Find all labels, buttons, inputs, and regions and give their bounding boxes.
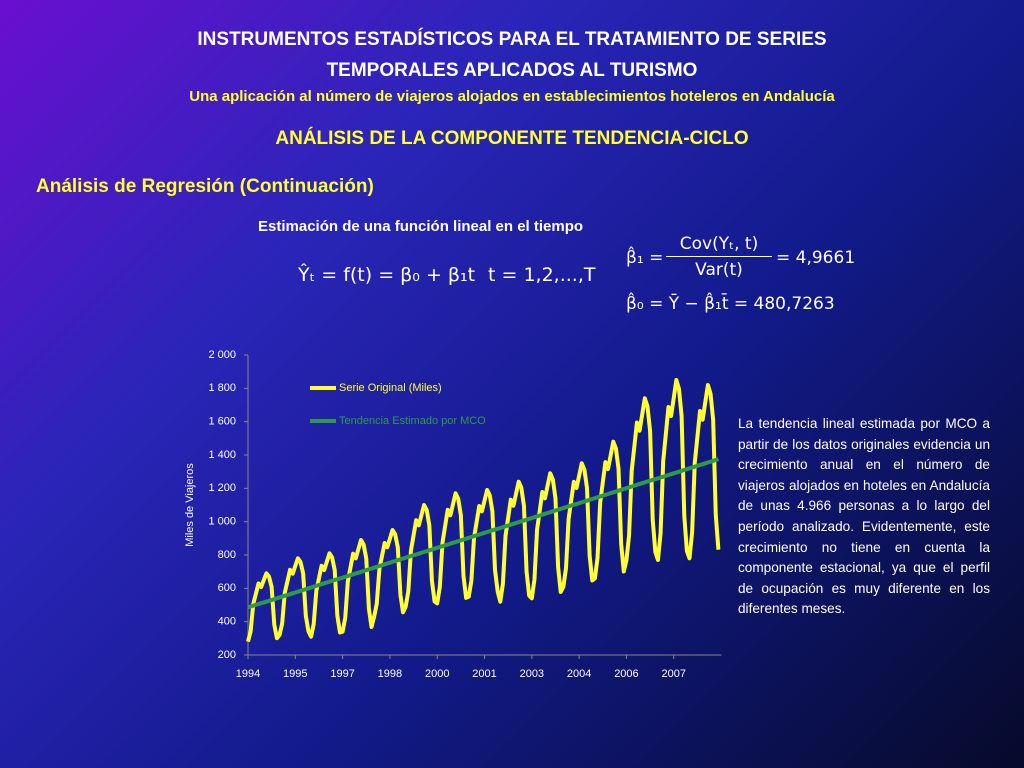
subsection-heading: Análisis de Regresión (Continuación): [36, 176, 374, 197]
x-tick-label: 1995: [283, 668, 307, 680]
title-line: INSTRUMENTOS ESTADÍSTICOS PARA EL TRATAM…: [197, 29, 827, 50]
x-tick-label: 2006: [614, 668, 638, 680]
y-tick-label: 1 800: [208, 382, 236, 394]
formula: = 4,9661: [776, 248, 856, 268]
y-tick-label: 1 400: [208, 449, 236, 461]
x-tick-label: 1997: [330, 668, 354, 680]
y-tick-label: 800: [218, 549, 236, 561]
formula: β̂₀ = Ȳ − β̂₁t̄ = 480,7263: [626, 294, 835, 314]
legend-label: Serie Original (Miles): [339, 382, 442, 394]
x-tick-label: 2003: [520, 668, 544, 680]
y-tick-label: 1 000: [208, 516, 236, 528]
subtitle: Una aplicación al número de viajeros alo…: [189, 88, 835, 105]
formula: β̂₁ =: [626, 248, 664, 268]
series-line: [246, 378, 721, 643]
paragraph: La tendencia lineal estimada por MCO a p…: [738, 416, 990, 617]
x-tick-label: 2007: [661, 668, 685, 680]
legend-label: Tendencia Estimado por MCO: [339, 415, 486, 427]
caption: Estimación de una función lineal en el t…: [258, 218, 584, 235]
x-tick-label: 1994: [236, 668, 260, 680]
formula-denominator: Var(t): [695, 260, 743, 280]
title-line: TEMPORALES APLICADOS AL TURISMO: [326, 60, 698, 81]
formula: t = 1,2,...,T: [488, 264, 596, 286]
x-tick-label: 2004: [567, 668, 591, 680]
title: INSTRUMENTOS ESTADÍSTICOS PARA EL TRATAM…: [100, 24, 924, 86]
series-line: [247, 457, 720, 610]
formula-numerator: Cov(Yₜ, t): [666, 234, 772, 257]
y-tick-label: 600: [218, 582, 236, 594]
section-heading: ANÁLISIS DE LA COMPONENTE TENDENCIA-CICL…: [275, 128, 749, 149]
y-tick-label: 200: [218, 649, 236, 661]
y-tick-label: 2 000: [208, 349, 236, 361]
y-tick-label: 1 600: [208, 416, 236, 428]
y-tick-label: 400: [218, 616, 236, 628]
x-tick-label: 2001: [472, 668, 496, 680]
formula: Ŷₜ = f(t) = β₀ + β₁t: [298, 264, 476, 286]
y-tick-label: 1 200: [208, 482, 236, 494]
x-tick-label: 2000: [425, 668, 449, 680]
x-tick-label: 1998: [378, 668, 402, 680]
y-axis-title: Miles de Viajeros: [184, 463, 196, 547]
